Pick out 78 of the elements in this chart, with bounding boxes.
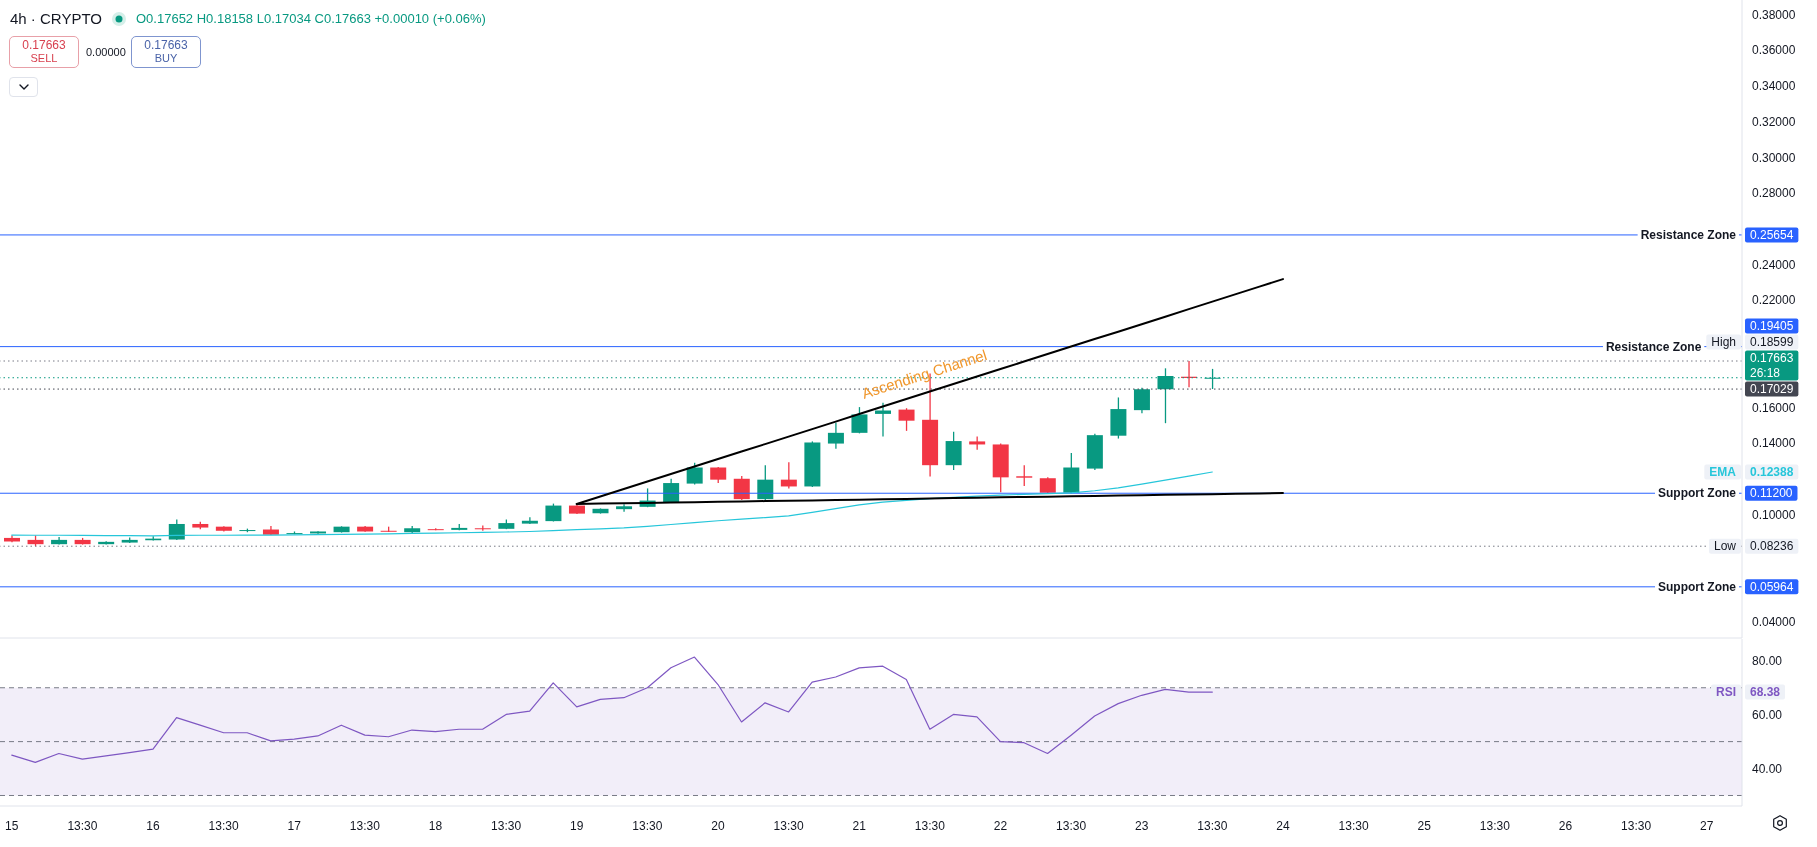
text: 0.18599 (1750, 335, 1794, 350)
x-tick-label: 13:30 (208, 818, 239, 833)
x-tick-label: 21 (852, 818, 867, 833)
text: 0.12388 (1750, 465, 1794, 480)
y-tick-label: 60.00 (1752, 707, 1783, 722)
ref-line-label: Support Zone (1658, 579, 1737, 594)
y-tick-label: 0.16000 (1752, 400, 1796, 415)
text: 4h · CRYPTO (10, 10, 102, 27)
x-tick-label: 13:30 (1479, 818, 1511, 833)
candlestick (851, 406, 868, 435)
x-tick-label: 25 (1417, 818, 1432, 833)
x-tick-label: 17 (287, 818, 302, 833)
y-tick-label: 0.30000 (1752, 150, 1796, 165)
candlestick (827, 422, 844, 450)
y-tick-label: 0.04000 (1752, 615, 1796, 630)
sell-button: 0.17663 SELL (9, 36, 79, 68)
annotation: SELL (29, 52, 59, 65)
candlestick (168, 518, 185, 541)
y-tick-label: 0.34000 (1752, 79, 1796, 94)
ref-line-label: High (1711, 335, 1737, 350)
y-tick-label: 40.00 (1752, 761, 1783, 776)
text: 0.08236 (1750, 539, 1794, 554)
text: 0.19405 (1750, 319, 1794, 334)
y-tick-label: 0.22000 (1752, 293, 1796, 308)
candlestick (616, 503, 633, 513)
x-tick-label: 18 (428, 818, 443, 833)
x-tick-label: 19 (570, 818, 584, 833)
candlestick (757, 464, 774, 501)
y-tick-label: 0.38000 (1752, 7, 1796, 22)
y-tick-label: 0.10000 (1752, 507, 1796, 522)
x-tick-label: 13:30 (491, 818, 522, 833)
text: 0.17663 (1750, 351, 1794, 366)
ref-line-label: Support Zone (1658, 486, 1737, 501)
ref-line-label: Resistance Zone (1640, 227, 1737, 242)
x-tick-label: 15 (5, 818, 19, 833)
buy-button: 0.17663 BUY (131, 36, 201, 68)
x-tick-label: 13:30 (1621, 818, 1652, 833)
x-tick-label: 13:30 (1056, 818, 1087, 833)
annotation: BUY (153, 52, 179, 65)
y-tick-label: 80.00 (1752, 654, 1783, 669)
ref-line-label: Low (1713, 539, 1737, 554)
y-tick-label: 0.36000 (1752, 43, 1796, 58)
text: 0.11200 (1750, 486, 1793, 501)
text: EMA (1709, 465, 1737, 480)
x-tick-label: 13:30 (632, 818, 663, 833)
text: RSI (1716, 685, 1737, 700)
text: 0.25654 (1750, 227, 1794, 242)
text: O0.17652 H0.18158 L0.17034 C0.17663 +0.00010 (+0.06%) (135, 11, 486, 26)
x-tick-label: 26 (1558, 818, 1573, 833)
y-tick-label: 0.28000 (1752, 186, 1796, 201)
x-tick-label: 23 (1135, 818, 1149, 833)
x-tick-label: 13:30 (1338, 818, 1369, 833)
x-tick-label: 13:30 (773, 818, 804, 833)
x-tick-label: 13:30 (67, 818, 98, 833)
candlestick (898, 407, 915, 432)
candlestick (733, 475, 750, 501)
x-tick-label: 24 (1276, 818, 1290, 833)
ref-line-label: 26:18 (1750, 366, 1781, 381)
x-tick-label: 13:30 (349, 818, 381, 833)
text: 0.17029 (1750, 382, 1794, 397)
text: 0.05964 (1750, 579, 1794, 594)
y-tick-label: 0.32000 (1752, 114, 1796, 129)
text: 68.38 (1750, 685, 1781, 700)
annotation: 0.17663 (143, 38, 189, 52)
x-tick-label: 27 (1700, 818, 1714, 833)
x-tick-label: 16 (146, 818, 161, 833)
ref-line-label: Resistance Zone (1605, 339, 1702, 354)
x-tick-label: 22 (993, 818, 1008, 833)
x-tick-label: 13:30 (914, 818, 946, 833)
candlestick (1016, 464, 1033, 487)
x-tick-label: 20 (711, 818, 725, 833)
y-tick-label: 0.24000 (1752, 257, 1796, 272)
y-tick-label: 0.14000 (1752, 436, 1796, 451)
x-tick-label: 13:30 (1197, 818, 1228, 833)
candlestick (1133, 387, 1150, 414)
annotation: 0.00000 (86, 46, 126, 58)
line-series (11, 656, 1213, 763)
annotation: 0.17663 (21, 38, 67, 52)
